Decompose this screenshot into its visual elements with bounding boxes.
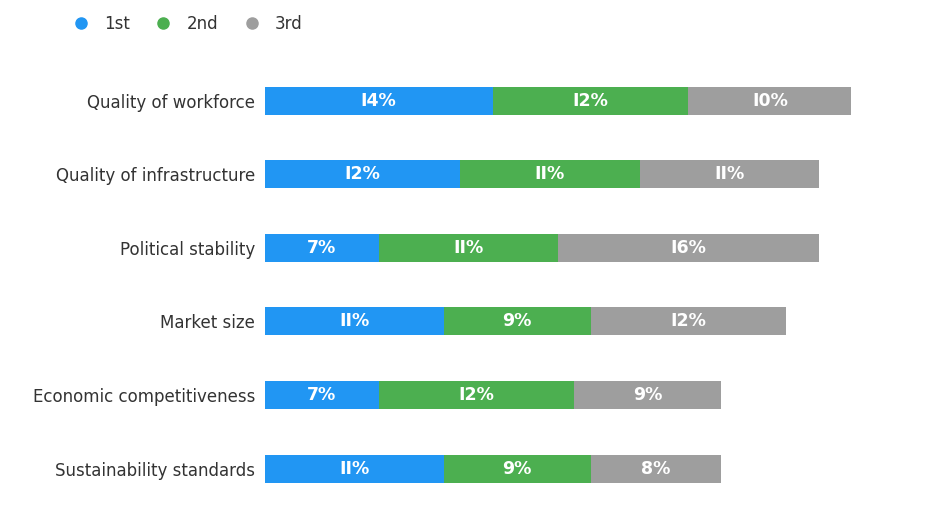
Bar bbox=[590, 307, 785, 335]
Bar bbox=[590, 455, 720, 483]
Bar bbox=[264, 234, 379, 262]
Text: 9%: 9% bbox=[502, 460, 531, 478]
Bar bbox=[557, 234, 818, 262]
Bar bbox=[444, 455, 590, 483]
Bar bbox=[379, 234, 557, 262]
Bar bbox=[639, 160, 818, 188]
Text: I2%: I2% bbox=[458, 386, 494, 404]
Text: 9%: 9% bbox=[502, 312, 531, 330]
Text: I2%: I2% bbox=[572, 92, 608, 110]
Text: I2%: I2% bbox=[345, 165, 379, 183]
Bar bbox=[444, 307, 590, 335]
Bar bbox=[264, 160, 460, 188]
Bar bbox=[379, 381, 574, 409]
Bar bbox=[264, 381, 379, 409]
Text: I0%: I0% bbox=[751, 92, 787, 110]
Text: II%: II% bbox=[453, 239, 483, 257]
Text: I4%: I4% bbox=[361, 92, 396, 110]
Bar bbox=[493, 87, 687, 114]
Bar bbox=[264, 87, 493, 114]
Legend: 1st, 2nd, 3rd: 1st, 2nd, 3rd bbox=[64, 15, 302, 33]
Text: 7%: 7% bbox=[307, 386, 336, 404]
Text: 9%: 9% bbox=[632, 386, 662, 404]
Bar bbox=[264, 455, 444, 483]
Text: II%: II% bbox=[339, 312, 369, 330]
Text: I6%: I6% bbox=[670, 239, 705, 257]
Text: 8%: 8% bbox=[640, 460, 670, 478]
Bar bbox=[574, 381, 720, 409]
Text: II%: II% bbox=[534, 165, 565, 183]
Bar bbox=[687, 87, 851, 114]
Text: I2%: I2% bbox=[670, 312, 705, 330]
Text: 7%: 7% bbox=[307, 239, 336, 257]
Bar bbox=[460, 160, 639, 188]
Bar bbox=[264, 307, 444, 335]
Text: II%: II% bbox=[339, 460, 369, 478]
Text: II%: II% bbox=[714, 165, 744, 183]
